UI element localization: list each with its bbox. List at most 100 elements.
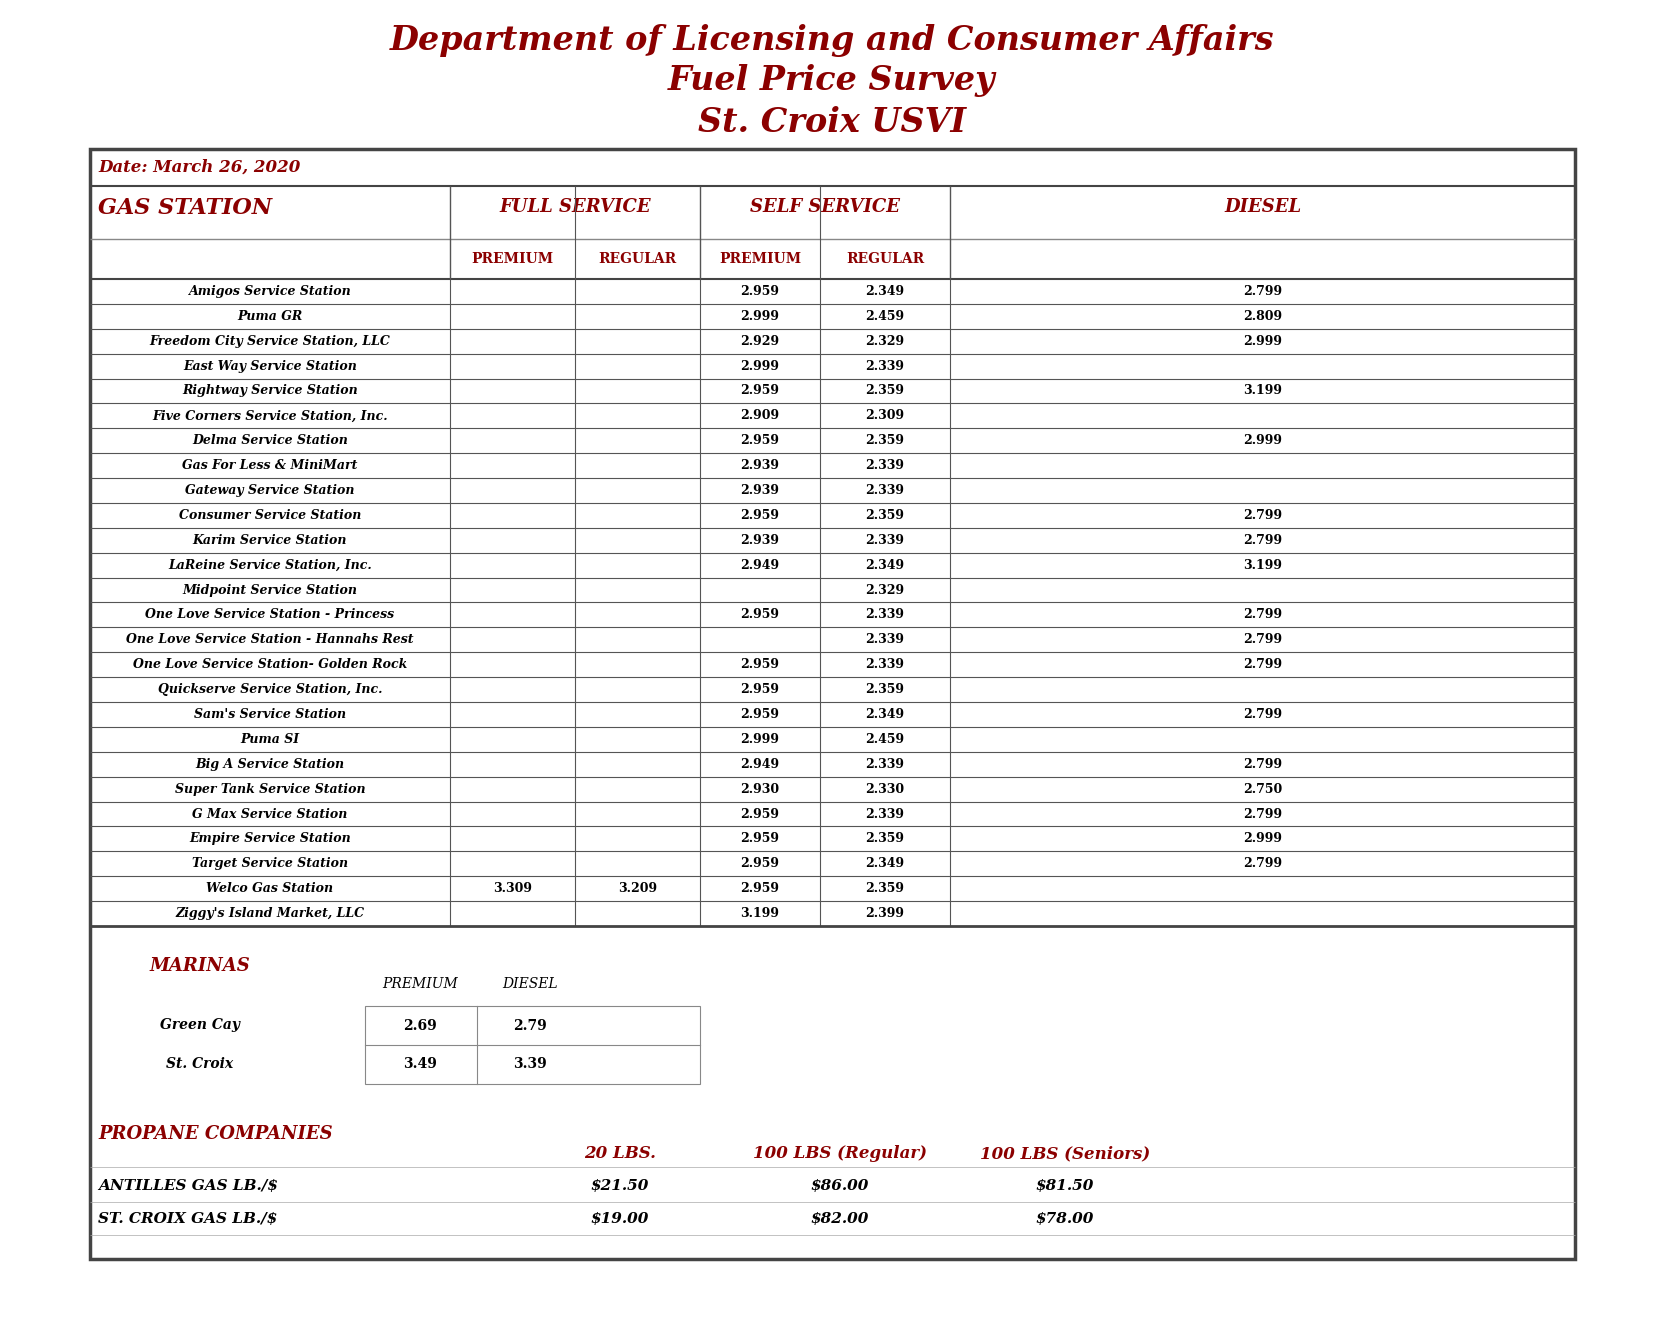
Text: 2.799: 2.799 (1243, 658, 1281, 671)
Text: 2.959: 2.959 (740, 384, 779, 398)
Text: Amigos Service Station: Amigos Service Station (188, 285, 351, 297)
Bar (364, 1006, 699, 1085)
Text: 2.939: 2.939 (740, 484, 779, 498)
Text: 2.959: 2.959 (740, 683, 779, 696)
Text: 3.199: 3.199 (1243, 559, 1281, 572)
Text: 20 LBS.: 20 LBS. (584, 1146, 656, 1162)
Text: 2.999: 2.999 (740, 732, 779, 746)
Text: 2.959: 2.959 (740, 608, 779, 622)
Text: LaReine Service Station, Inc.: LaReine Service Station, Inc. (168, 559, 371, 572)
Text: 2.799: 2.799 (1243, 534, 1281, 547)
Text: Puma SI: Puma SI (240, 732, 300, 746)
Text: 2.359: 2.359 (865, 683, 904, 696)
Bar (90, 149, 1574, 1259)
Text: 2.959: 2.959 (740, 882, 779, 895)
Text: 2.929: 2.929 (740, 335, 779, 348)
Text: 3.199: 3.199 (740, 907, 779, 920)
Text: REGULAR: REGULAR (597, 252, 676, 265)
Text: Green Cay: Green Cay (160, 1018, 240, 1033)
Text: 2.999: 2.999 (740, 360, 779, 372)
Text: Super Tank Service Station: Super Tank Service Station (175, 783, 364, 795)
Text: 2.359: 2.359 (865, 882, 904, 895)
Text: 2.79: 2.79 (513, 1018, 546, 1033)
Text: 2.799: 2.799 (1243, 858, 1281, 870)
Text: $78.00: $78.00 (1035, 1213, 1093, 1226)
Text: 3.209: 3.209 (617, 882, 657, 895)
Text: 2.339: 2.339 (865, 484, 904, 498)
Text: 2.799: 2.799 (1243, 758, 1281, 771)
Text: 2.799: 2.799 (1243, 634, 1281, 647)
Text: 2.330: 2.330 (865, 783, 904, 795)
Text: 2.349: 2.349 (865, 708, 904, 720)
Text: 2.799: 2.799 (1243, 508, 1281, 522)
Text: 2.349: 2.349 (865, 559, 904, 572)
Text: Five Corners Service Station, Inc.: Five Corners Service Station, Inc. (151, 410, 388, 423)
Text: Quickserve Service Station, Inc.: Quickserve Service Station, Inc. (158, 683, 383, 696)
Text: 2.939: 2.939 (740, 534, 779, 547)
Text: 2.339: 2.339 (865, 608, 904, 622)
Text: ST. CROIX GAS LB./$: ST. CROIX GAS LB./$ (98, 1213, 278, 1226)
Text: 2.949: 2.949 (740, 758, 779, 771)
Text: Freedom City Service Station, LLC: Freedom City Service Station, LLC (150, 335, 389, 348)
Text: 2.339: 2.339 (865, 459, 904, 472)
Text: $21.50: $21.50 (591, 1179, 649, 1193)
Text: Fuel Price Survey: Fuel Price Survey (667, 64, 995, 97)
Text: Empire Service Station: Empire Service Station (190, 832, 351, 846)
Text: 2.909: 2.909 (740, 410, 779, 423)
Text: 3.199: 3.199 (1243, 384, 1281, 398)
Text: Gateway Service Station: Gateway Service Station (185, 484, 354, 498)
Text: 2.359: 2.359 (865, 435, 904, 447)
Text: $19.00: $19.00 (591, 1213, 649, 1226)
Text: St. Croix USVI: St. Croix USVI (697, 105, 965, 139)
Text: 2.349: 2.349 (865, 285, 904, 297)
Text: $86.00: $86.00 (810, 1179, 869, 1193)
Text: G Max Service Station: G Max Service Station (193, 807, 348, 820)
Text: 2.339: 2.339 (865, 634, 904, 647)
Text: Target Service Station: Target Service Station (191, 858, 348, 870)
Text: St. Croix: St. Croix (166, 1058, 233, 1071)
Text: $81.50: $81.50 (1035, 1179, 1093, 1193)
Text: 2.959: 2.959 (740, 658, 779, 671)
Text: 100 LBS (Regular): 100 LBS (Regular) (752, 1146, 927, 1162)
Text: 2.959: 2.959 (740, 832, 779, 846)
Text: Rightway Service Station: Rightway Service Station (181, 384, 358, 398)
Text: 2.959: 2.959 (740, 807, 779, 820)
Text: 2.930: 2.930 (740, 783, 779, 795)
Text: 2.959: 2.959 (740, 708, 779, 720)
Text: 2.339: 2.339 (865, 534, 904, 547)
Text: 2.339: 2.339 (865, 807, 904, 820)
Text: 2.339: 2.339 (865, 658, 904, 671)
Text: Welco Gas Station: Welco Gas Station (206, 882, 333, 895)
Text: 2.339: 2.339 (865, 360, 904, 372)
Text: 2.799: 2.799 (1243, 708, 1281, 720)
Text: 2.69: 2.69 (403, 1018, 436, 1033)
Text: 2.399: 2.399 (865, 907, 904, 920)
Text: 2.799: 2.799 (1243, 285, 1281, 297)
Text: 2.799: 2.799 (1243, 608, 1281, 622)
Text: $82.00: $82.00 (810, 1213, 869, 1226)
Text: 2.309: 2.309 (865, 410, 904, 423)
Text: Midpoint Service Station: Midpoint Service Station (183, 583, 358, 596)
Text: PREMIUM: PREMIUM (383, 976, 458, 991)
Text: MARINAS: MARINAS (150, 956, 250, 975)
Text: One Love Service Station - Princess: One Love Service Station - Princess (145, 608, 394, 622)
Text: 2.459: 2.459 (865, 309, 904, 323)
Text: DIESEL: DIESEL (1223, 199, 1300, 216)
Text: PROPANE COMPANIES: PROPANE COMPANIES (98, 1125, 333, 1143)
Text: GAS STATION: GAS STATION (98, 196, 271, 219)
Text: 2.949: 2.949 (740, 559, 779, 572)
Text: Consumer Service Station: Consumer Service Station (178, 508, 361, 522)
Text: DIESEL: DIESEL (503, 976, 557, 991)
Text: ANTILLES GAS LB./$: ANTILLES GAS LB./$ (98, 1179, 278, 1193)
Text: PREMIUM: PREMIUM (719, 252, 800, 265)
Text: 2.799: 2.799 (1243, 807, 1281, 820)
Text: 3.309: 3.309 (493, 882, 532, 895)
Text: Date: March 26, 2020: Date: March 26, 2020 (98, 159, 300, 176)
Text: Delma Service Station: Delma Service Station (191, 435, 348, 447)
Text: 2.999: 2.999 (1243, 435, 1281, 447)
Text: 2.959: 2.959 (740, 508, 779, 522)
Text: 2.329: 2.329 (865, 335, 904, 348)
Text: 2.999: 2.999 (1243, 335, 1281, 348)
Text: Gas For Less & MiniMart: Gas For Less & MiniMart (181, 459, 358, 472)
Text: East Way Service Station: East Way Service Station (183, 360, 356, 372)
